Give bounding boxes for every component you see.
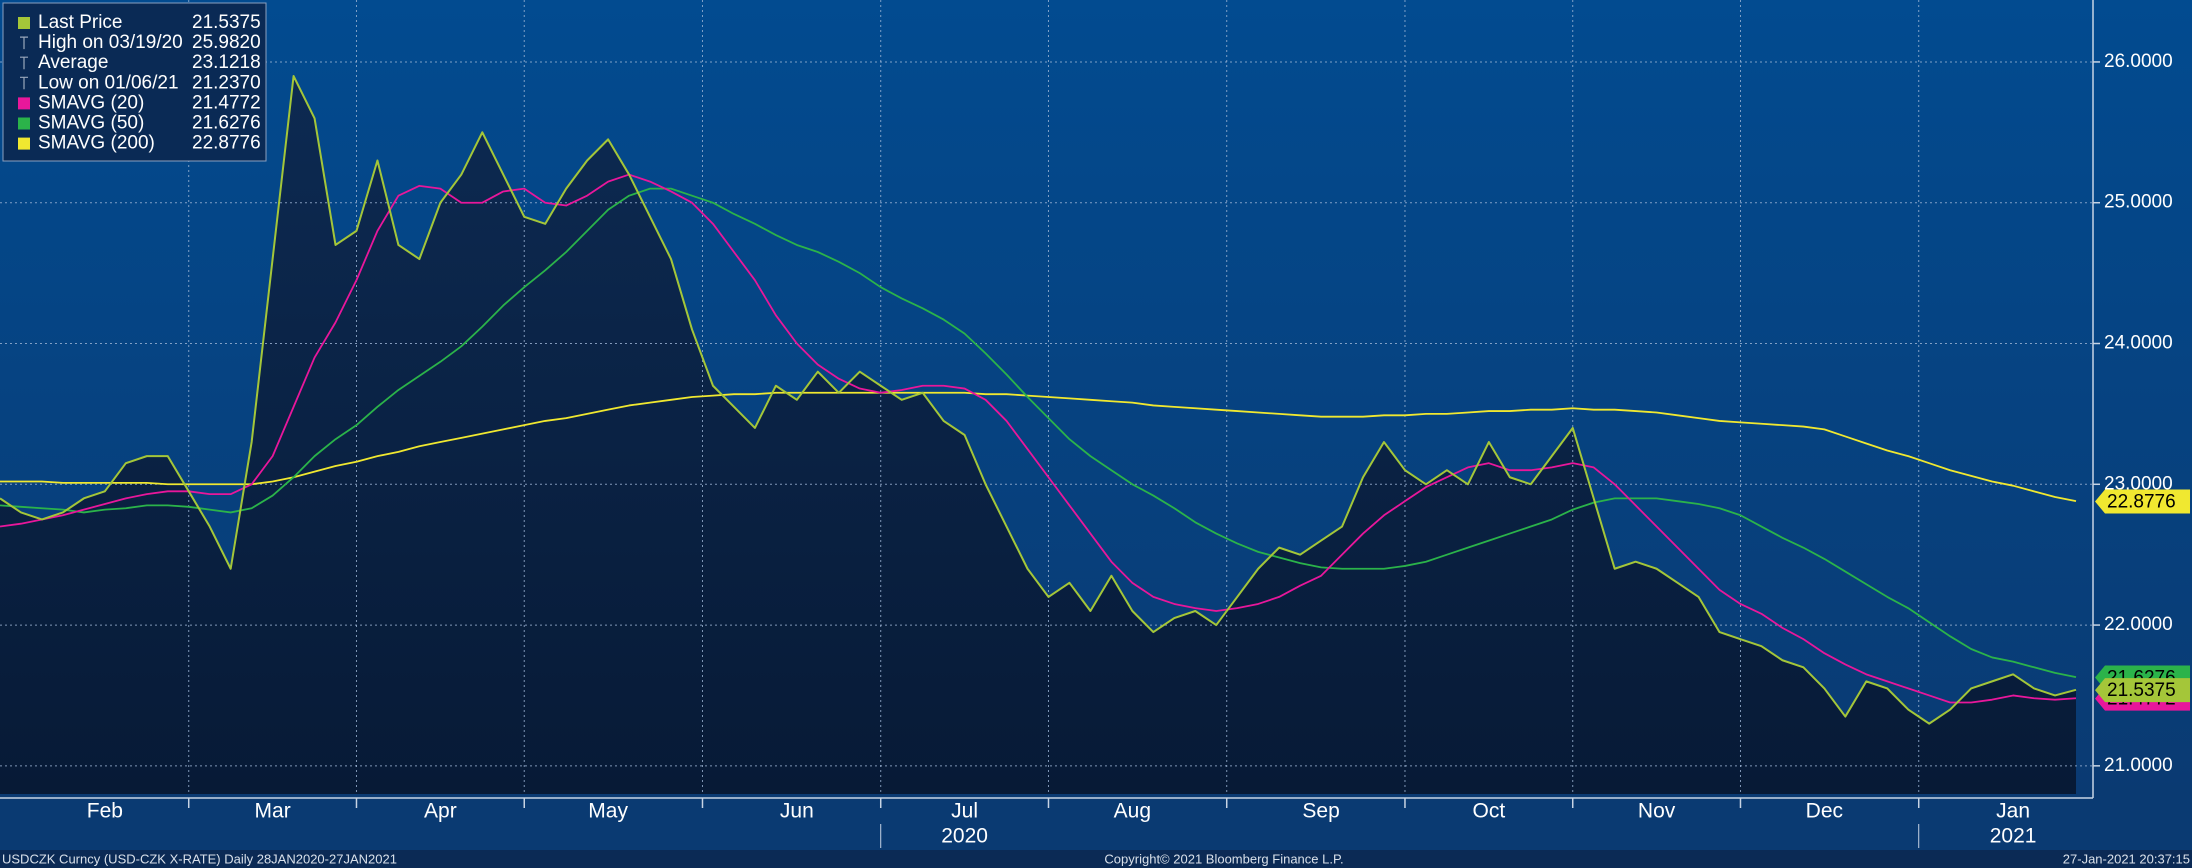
legend-value-bg [188,114,264,133]
legend-value: 21.5375 [192,12,261,33]
x-tick-label: May [588,800,628,823]
x-tick-label: Aug [1114,800,1151,823]
value-tag-label: 21.5375 [2107,680,2176,701]
x-tick-label: Apr [424,800,457,823]
legend-value: 23.1218 [192,52,261,73]
y-tick-label: 22.0000 [2104,614,2173,635]
legend-value: 22.8776 [192,133,261,154]
y-tick-label: 25.0000 [2104,192,2173,213]
y-tick-label: 26.0000 [2104,51,2173,72]
legend-value: 21.6276 [192,113,261,134]
series-line [0,391,2077,503]
x-tick-label: Mar [255,800,291,823]
legend-value-bg [188,134,264,153]
x-tick-label: Nov [1638,800,1676,823]
legend-label: Last Price [38,12,122,33]
series-line [0,173,2077,704]
x-tick-label: Dec [1806,800,1843,823]
value-tag [2095,678,2190,703]
legend-value: 21.4772 [192,92,261,113]
value-tag-label: 22.8776 [2107,492,2176,513]
legend-value: 25.9820 [192,32,261,53]
x-tick-label: Feb [87,800,123,823]
legend-value-bg [188,54,264,73]
legend-label: SMAVG (20) [38,92,144,113]
legend-label: Average [38,52,108,73]
footer-center: Copyright© 2021 Bloomberg Finance L.P. [1104,851,1343,866]
legend-value: 21.2370 [192,72,261,93]
series-line [0,187,2077,679]
legend-value-bg [188,14,264,32]
legend-label: High on 03/19/20 [38,32,183,53]
x-tick-label: Jan [1996,800,2030,823]
y-tick-label: 21.0000 [2104,755,2173,776]
value-tag [2095,489,2190,514]
legend-label: SMAVG (200) [38,133,155,154]
legend-swatch [18,117,30,130]
axis-background [0,800,2192,850]
legend-value-bg [188,34,264,53]
footer-background [0,850,2192,868]
footer-right: 27-Jan-2021 20:37:15 [2063,851,2190,866]
legend-swatch [18,17,30,29]
y-tick-label: 23.0000 [2104,473,2173,494]
legend-value-bg [188,74,264,93]
legend-label: Low on 01/06/21 [38,72,179,93]
series-line [0,75,2077,725]
y-tick-label: 24.0000 [2104,333,2173,354]
legend-label: SMAVG (50) [38,113,144,134]
legend: Last Price 21.5375 High on 03/19/20 25.9820… [2,2,267,162]
year-label: 2021 [1990,825,2037,848]
year-label: 2020 [941,825,988,848]
legend-swatch [18,97,30,110]
legend-symbol [20,56,28,70]
x-tick-label: Jun [780,800,814,823]
legend-symbol [20,36,28,50]
legend-swatch [18,137,30,150]
x-tick-label: Oct [1473,800,1506,823]
legend-symbol [20,76,28,90]
x-tick-label: Jul [951,800,978,823]
x-tick-label: Sep [1302,800,1339,823]
legend-value-bg [188,94,264,113]
price-area [0,76,2076,794]
footer-left: USDCZK Curncy (USD-CZK X-RATE) Daily 28J… [2,851,397,866]
